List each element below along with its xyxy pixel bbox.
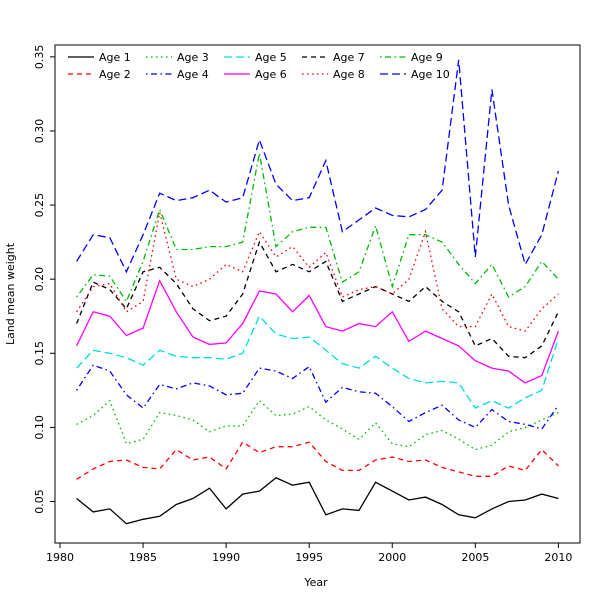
x-tick-label: 2005 [461,551,489,564]
y-tick-label: 0.30 [33,119,46,144]
legend-item-age-5: Age 5 [224,51,287,64]
legend-item-age-8: Age 8 [302,68,365,81]
legend-item-age-2: Age 2 [68,68,131,81]
legend-label-age-4: Age 4 [177,68,209,81]
y-tick-label: 0.15 [33,341,46,366]
y-tick-label: 0.35 [33,45,46,70]
x-tick-label: 1995 [295,551,323,564]
y-tick-label: 0.10 [33,415,46,440]
x-tick-label: 1980 [46,551,74,564]
series-line-age-3 [76,399,559,451]
y-axis-title: Land mean weight [4,242,17,345]
legend-label-age-10: Age 10 [411,68,450,81]
y-tick-label: 0.20 [33,267,46,292]
series-line-age-6 [76,279,560,384]
legend-label-age-2: Age 2 [99,68,131,81]
y-tick-label: 0.25 [33,193,46,218]
series-line-age-1 [76,477,559,525]
legend-label-age-1: Age 1 [99,51,131,64]
legend-item-age-7: Age 7 [302,51,365,64]
x-tick-label: 1990 [212,551,240,564]
series-line-age-2 [76,441,559,480]
series-line-age-8 [76,212,559,332]
series-line-age-9 [76,153,559,303]
legend-item-age-10: Age 10 [380,68,450,81]
legend-label-age-5: Age 5 [255,51,287,64]
series-line-age-10 [76,59,560,274]
legend-label-age-8: Age 8 [333,68,365,81]
legend-label-age-3: Age 3 [177,51,209,64]
legend-item-age-9: Age 9 [380,51,443,64]
legend-item-age-4: Age 4 [146,68,209,81]
legend-item-age-6: Age 6 [224,68,287,81]
x-tick-label: 1985 [129,551,157,564]
plot-box [54,44,581,544]
series-line-age-5 [76,315,560,409]
x-axis-title: Year [303,576,328,589]
series-line-age-4 [76,364,559,430]
legend-label-age-9: Age 9 [411,51,443,64]
x-tick-label: 2000 [378,551,406,564]
series-line-age-7 [75,240,559,359]
legend-label-age-6: Age 6 [255,68,287,81]
y-tick-label: 0.05 [33,489,46,514]
legend-item-age-3: Age 3 [146,51,209,64]
legend-label-age-7: Age 7 [333,51,365,64]
chart-generated-content: 1980 1985 1990 1995 2000 2005 2010 0.05 0.10 0.15… [33,44,581,564]
x-tick-label: 2010 [544,551,572,564]
legend-item-age-1: Age 1 [68,51,131,64]
